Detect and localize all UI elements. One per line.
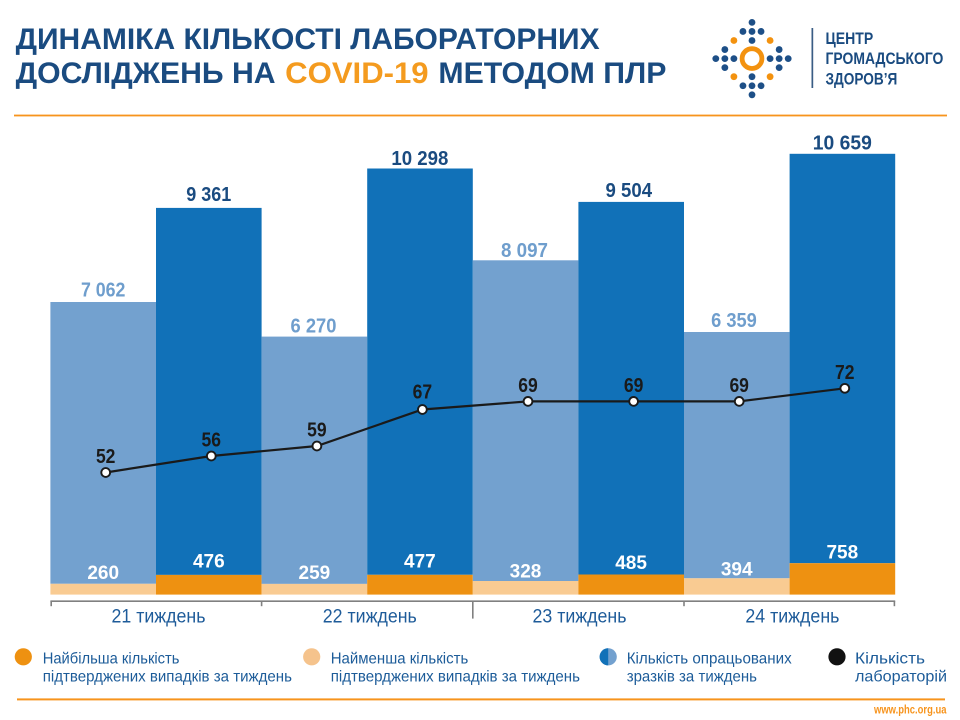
svg-text:COVID-19: COVID-19	[285, 57, 428, 90]
svg-text:ГРОМАДСЬКОГО: ГРОМАДСЬКОГО	[826, 49, 944, 68]
svg-text:6 270: 6 270	[291, 315, 337, 337]
svg-text:56: 56	[202, 430, 222, 452]
svg-text:485: 485	[615, 553, 647, 574]
svg-text:758: 758	[826, 543, 858, 564]
svg-text:9 361: 9 361	[186, 184, 231, 206]
svg-text:МЕТОДОМ ПЛР: МЕТОДОМ ПЛР	[438, 57, 666, 90]
svg-text:394: 394	[721, 560, 753, 581]
svg-text:Кількість: Кількість	[855, 651, 925, 668]
svg-text:72: 72	[835, 362, 855, 384]
svg-text:ЗДОРОВ’Я: ЗДОРОВ’Я	[826, 69, 898, 88]
svg-text:24 тиждень: 24 тиждень	[745, 606, 839, 627]
svg-text:59: 59	[307, 420, 327, 442]
svg-text:7 062: 7 062	[81, 280, 126, 302]
svg-text:328: 328	[510, 562, 542, 583]
svg-text:69: 69	[729, 375, 749, 397]
svg-text:23 тиждень: 23 тиждень	[533, 606, 627, 627]
svg-text:ДИНАМІКА КІЛЬКОСТІ ЛАБОРАТОРНИ: ДИНАМІКА КІЛЬКОСТІ ЛАБОРАТОРНИХ	[16, 23, 600, 56]
svg-text:69: 69	[624, 375, 644, 397]
svg-text:259: 259	[299, 563, 331, 584]
svg-text:22 тиждень: 22 тиждень	[323, 606, 417, 627]
svg-text:67: 67	[413, 382, 433, 404]
svg-text:10 659: 10 659	[813, 132, 872, 154]
svg-text:зразків за тиждень: зразків за тиждень	[627, 669, 757, 686]
svg-text:477: 477	[404, 552, 436, 573]
svg-text:www.phc.org.ua: www.phc.org.ua	[873, 705, 947, 717]
svg-text:Найбільша кількість: Найбільша кількість	[43, 651, 180, 668]
svg-text:8 097: 8 097	[501, 240, 548, 262]
svg-text:підтверджених випадків за тижд: підтверджених випадків за тиждень	[331, 669, 580, 686]
svg-text:476: 476	[193, 552, 225, 573]
svg-text:69: 69	[518, 375, 538, 397]
svg-text:ДОСЛІДЖЕНЬ НА: ДОСЛІДЖЕНЬ НА	[16, 57, 276, 90]
svg-text:підтверджених випадків за тижд: підтверджених випадків за тиждень	[43, 669, 292, 686]
svg-text:6 359: 6 359	[711, 310, 757, 332]
svg-text:260: 260	[87, 563, 119, 584]
svg-text:21 тиждень: 21 тиждень	[112, 606, 206, 627]
svg-text:9 504: 9 504	[606, 180, 653, 202]
svg-text:Найменша кількість: Найменша кількість	[331, 651, 469, 668]
svg-text:52: 52	[96, 446, 116, 468]
svg-text:ЦЕНТР: ЦЕНТР	[826, 29, 874, 48]
svg-text:10 298: 10 298	[391, 148, 448, 170]
svg-text:лабораторій: лабораторій	[855, 669, 947, 686]
svg-text:Кількість опрацьованих: Кількість опрацьованих	[627, 651, 792, 668]
